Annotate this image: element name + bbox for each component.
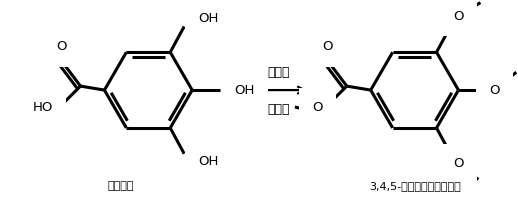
Text: O: O bbox=[453, 10, 464, 23]
Text: O: O bbox=[453, 157, 464, 170]
Text: OH: OH bbox=[234, 84, 254, 96]
Text: OH: OH bbox=[198, 12, 219, 25]
Text: HO: HO bbox=[33, 101, 53, 114]
Text: 氯甲烷: 氯甲烷 bbox=[268, 66, 290, 79]
Text: 3,4,5-三甲氧基苯甲酸甲酯: 3,4,5-三甲氧基苯甲酸甲酯 bbox=[369, 181, 461, 191]
Text: O: O bbox=[312, 101, 323, 114]
Text: 没食子酸: 没食子酸 bbox=[107, 181, 134, 191]
Text: O: O bbox=[56, 40, 67, 53]
Text: O: O bbox=[489, 84, 500, 96]
Text: O: O bbox=[323, 40, 333, 53]
Text: OH: OH bbox=[198, 155, 219, 168]
Text: 碳酸鿣: 碳酸鿣 bbox=[268, 103, 290, 116]
